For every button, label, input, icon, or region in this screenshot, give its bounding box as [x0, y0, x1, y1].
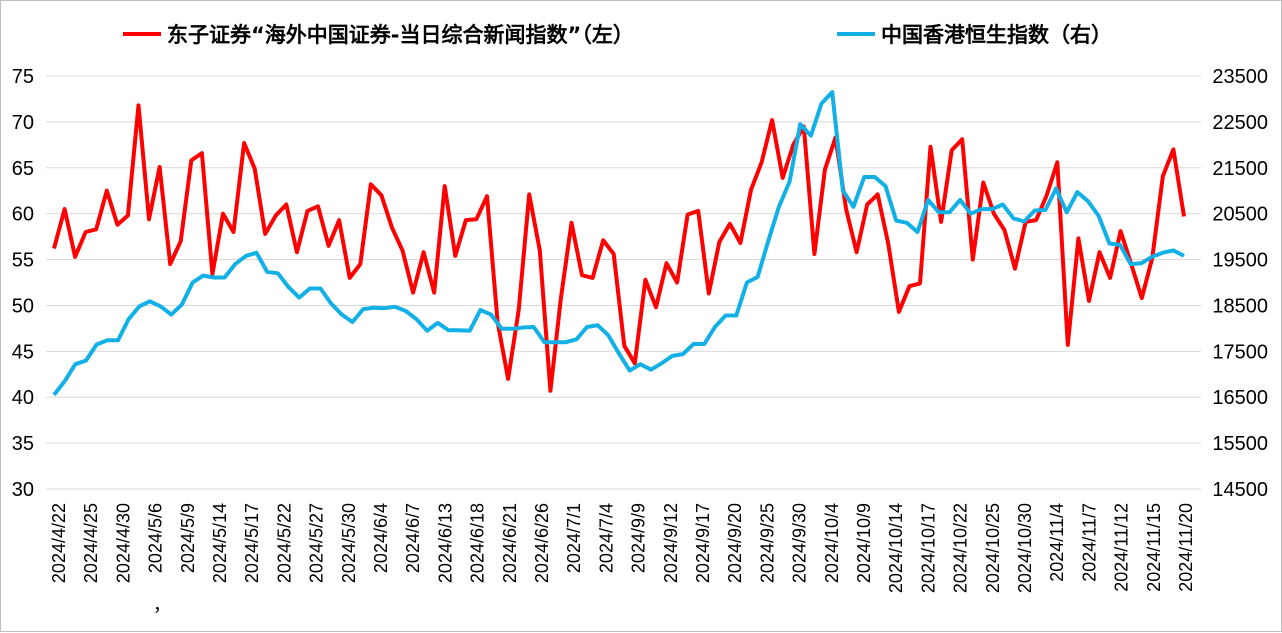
right-tick-label: 17500 [1212, 341, 1268, 363]
left-tick-label: 45 [12, 341, 34, 363]
x-tick-label: 2024/5/27 [307, 503, 327, 583]
right-tick-label: 16500 [1212, 387, 1268, 409]
x-tick-label: 2024/5/14 [210, 503, 230, 583]
series-lines [52, 90, 1186, 397]
x-tick-label: 2024/6/21 [500, 503, 520, 583]
legend-label-hsi: 中国香港恒生指数（右） [881, 23, 1112, 47]
x-tick-label: 2024/9/17 [693, 503, 713, 583]
legend-label-news-index: 东子证券“海外中国证券-当日综合新闻指数”（左） [167, 23, 634, 47]
x-tick-label: 2024/9/9 [629, 503, 649, 573]
left-tick-label: 30 [12, 479, 34, 501]
right-tick-label: 23500 [1212, 66, 1268, 88]
gridlines [46, 75, 1201, 490]
x-axis-ticks: 2024/4/22 2024/4/25 2024/4/30 2024/5/6 2024/… [49, 503, 1196, 593]
right-tick-label: 15500 [1212, 433, 1268, 455]
x-tick-label: 2024/4/22 [49, 503, 69, 583]
x-tick-label: 2024/6/18 [468, 503, 488, 583]
x-tick-label: 2024/10/25 [983, 503, 1003, 593]
series-line-hsi [52, 90, 1185, 397]
left-tick-label: 75 [12, 66, 34, 88]
right-tick-label: 19500 [1212, 250, 1268, 272]
x-tick-label: 2024/11/4 [1047, 503, 1067, 582]
left-tick-label: 50 [12, 295, 34, 317]
x-tick-label: 2024/6/7 [403, 503, 423, 573]
x-tick-label: 2024/6/26 [532, 503, 552, 583]
x-tick-label: 2024/11/15 [1144, 503, 1164, 592]
x-tick-label: 2024/4/25 [81, 503, 101, 583]
x-tick-label: 2024/11/12 [1112, 503, 1132, 592]
left-tick-label: 65 [12, 158, 34, 180]
x-tick-label: 2024/5/6 [146, 503, 166, 573]
left-tick-label: 60 [12, 204, 34, 226]
x-tick-label: 2024/6/4 [371, 503, 391, 573]
x-tick-label: 2024/5/22 [274, 503, 294, 583]
right-tick-label: 21500 [1212, 158, 1268, 180]
left-tick-label: 70 [12, 112, 34, 134]
stray-comma-mark: ， [153, 595, 171, 615]
x-tick-label: 2024/5/17 [242, 503, 262, 583]
x-tick-label: 2024/10/4 [822, 503, 842, 583]
x-tick-label: 2024/7/4 [596, 503, 616, 573]
x-tick-label: 2024/9/12 [661, 503, 681, 583]
series-line-news-index [52, 103, 1186, 393]
x-tick-label: 2024/7/1 [564, 503, 584, 573]
x-tick-label: 2024/10/14 [886, 503, 906, 593]
left-tick-label: 55 [12, 250, 34, 272]
x-tick-label: 2024/10/9 [854, 503, 874, 583]
right-tick-label: 14500 [1212, 479, 1268, 501]
x-tick-label: 2024/9/30 [790, 503, 810, 583]
legend: 东子证券“海外中国证券-当日综合新闻指数”（左） 中国香港恒生指数（右） [123, 23, 1112, 47]
x-tick-label: 2024/10/22 [951, 503, 971, 593]
x-tick-label: 2024/9/20 [725, 503, 745, 583]
right-tick-label: 22500 [1212, 112, 1268, 134]
x-tick-label: 2024/10/30 [1015, 503, 1035, 593]
x-tick-label: 2024/10/17 [918, 503, 938, 593]
right-tick-label: 18500 [1212, 295, 1268, 317]
x-tick-label: 2024/6/13 [435, 503, 455, 583]
x-tick-label: 2024/11/20 [1176, 503, 1196, 592]
left-axis-ticks: 30 35 40 45 50 55 60 65 70 75 [12, 66, 34, 501]
left-tick-label: 40 [12, 387, 34, 409]
x-tick-label: 2024/5/9 [178, 503, 198, 573]
x-tick-label: 2024/5/30 [339, 503, 359, 583]
left-tick-label: 35 [12, 433, 34, 455]
x-tick-label: 2024/4/30 [113, 503, 133, 583]
right-axis-ticks: 14500 15500 16500 17500 18500 19500 20500 21500… [1212, 66, 1268, 501]
x-tick-label: 2024/11/7 [1079, 503, 1099, 582]
right-tick-label: 20500 [1212, 204, 1268, 226]
x-tick-label: 2024/9/25 [757, 503, 777, 583]
